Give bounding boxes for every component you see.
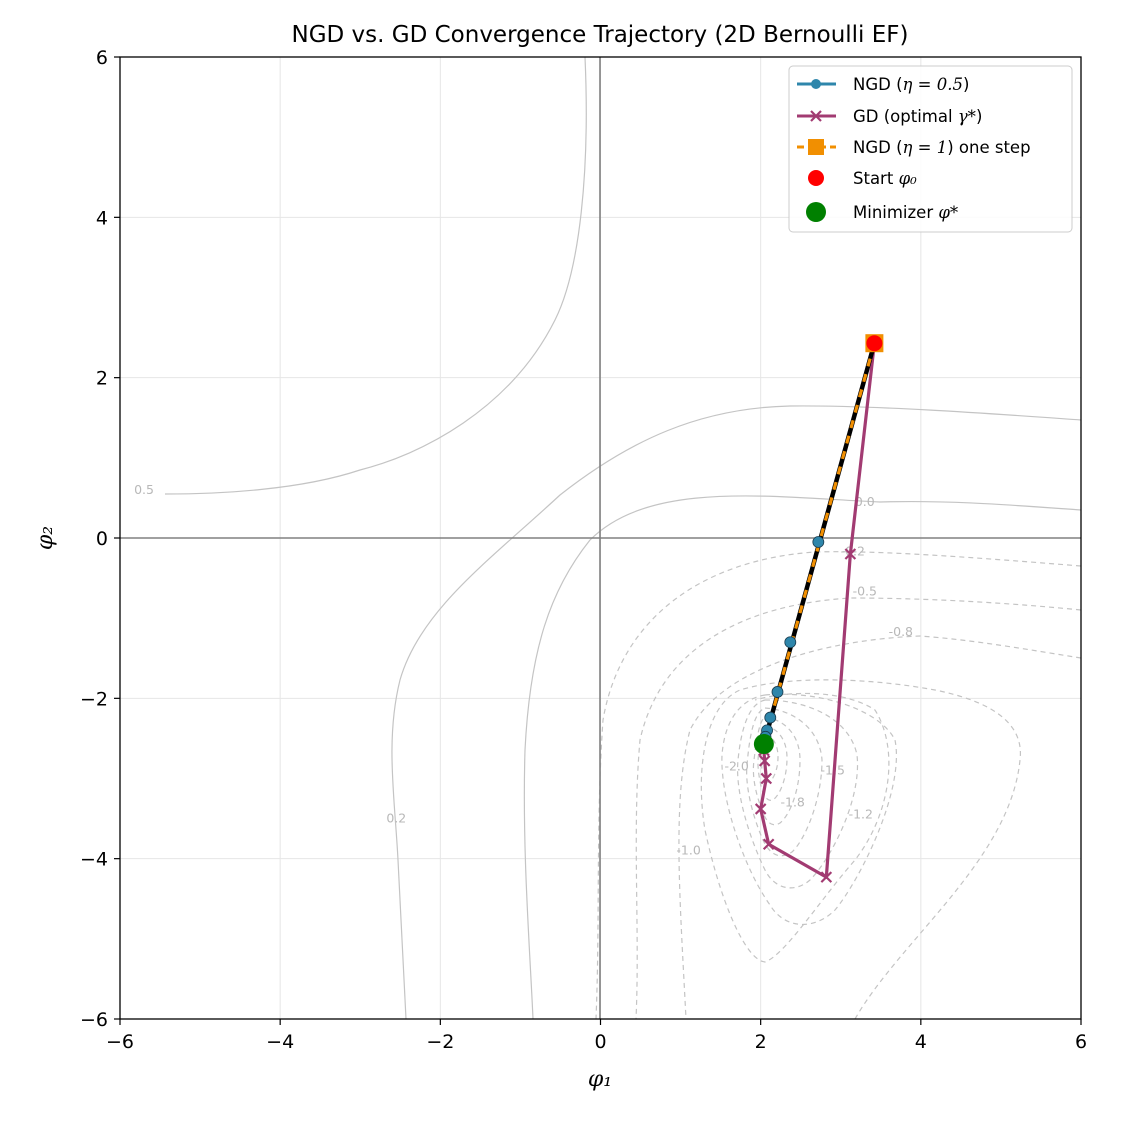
gd-marker: [760, 772, 773, 785]
legend-label-ngd-math: η = 0.5: [903, 75, 963, 94]
contour-label: -1.2: [849, 807, 873, 822]
x-tick-label: 0: [594, 1031, 606, 1053]
legend-item-minimizer: Minimizer φ*: [806, 202, 958, 222]
contour-lines: [164, 57, 1081, 1019]
legend-label-ngd-tail: ): [963, 75, 969, 94]
contour-line: [721, 693, 897, 925]
legend-label-gd-math: γ*: [958, 107, 976, 126]
legend-marker-start: [808, 170, 824, 186]
y-tick-label: −6: [80, 1009, 108, 1031]
contour-label: -0.8: [889, 624, 913, 639]
legend-label-start-main: Start: [853, 169, 899, 188]
legend-marker-minimizer: [806, 202, 826, 222]
ngd-marker: [784, 636, 797, 649]
contour-line: [700, 679, 1021, 1019]
y-tick-label: 4: [96, 207, 108, 229]
contour-line: [523, 495, 1081, 1019]
series-layer: [753, 334, 884, 883]
legend-label-gd-main: GD (optimal: [853, 107, 958, 126]
x-tick-label: −4: [266, 1031, 294, 1053]
legend-label-minimizer: Minimizer φ*: [853, 203, 958, 222]
legend-label-ngd1-main: NGD (: [853, 138, 903, 157]
legend-frame: [788, 65, 1073, 233]
x-tick-label: 2: [755, 1031, 767, 1053]
x-tick-label: 4: [915, 1031, 927, 1053]
gd-marker: [758, 755, 771, 767]
gd-marker: [762, 838, 775, 851]
contour-line: [736, 699, 859, 889]
x-axis-label: φ₁: [588, 1067, 612, 1092]
contour-line: [678, 635, 1081, 1019]
y-tick-label: −2: [80, 688, 108, 710]
gd-marker: [820, 871, 833, 883]
legend-item-start: Start φ₀: [808, 169, 917, 188]
contour-label: -2.0: [724, 758, 748, 773]
y-tick-label: 2: [96, 368, 108, 390]
contour-line: [164, 57, 587, 495]
contour-line: [635, 597, 1081, 1019]
contour-label: -1.0: [676, 843, 700, 858]
ngd-marker: [771, 686, 784, 698]
contour-label: 0.5: [134, 482, 154, 497]
legend-marker-ngd-one-step: [808, 139, 824, 155]
legend-label-start-math: φ₀: [899, 169, 918, 188]
start-point: [866, 335, 883, 352]
legend-label-minimizer-math: φ*: [938, 203, 958, 222]
contour-label: -0.5: [853, 584, 877, 599]
legend-label-ngd-one-step: NGD (η = 1) one step: [853, 138, 1031, 157]
legend-label-ngd: NGD (η = 0.5): [853, 75, 969, 94]
contour-label: -1.8: [781, 795, 805, 810]
contour-label: 0.2: [386, 811, 406, 826]
y-tick-label: 6: [96, 47, 108, 69]
contour-line: [752, 716, 801, 826]
x-tick-label: −6: [106, 1031, 134, 1053]
y-tick-label: 0: [96, 528, 108, 550]
contour-line: [391, 405, 1081, 1019]
legend-label-gd-tail: ): [976, 107, 982, 126]
y-tick-label: −4: [80, 849, 108, 871]
contour-line: [595, 551, 1081, 1019]
axis-ticks: −6 −4 −2 0 2 4 6 −6 −4 −2 0 2 4 6: [80, 47, 1087, 1053]
gd-marker: [754, 803, 767, 815]
legend-label-ngd1-tail: ) one step: [947, 138, 1030, 157]
legend-item-ngd-one-step: NGD (η = 1) one step: [797, 138, 1031, 157]
legend-label-gd: GD (optimal γ*): [853, 107, 982, 126]
y-axis-label: φ₂: [33, 526, 58, 550]
legend-item-ngd: NGD (η = 0.5): [797, 75, 969, 94]
legend-label-start: Start φ₀: [853, 169, 917, 188]
contour-label: 0.0: [855, 494, 875, 509]
legend-label-ngd1-math: η = 1: [903, 138, 948, 157]
gd-marker: [844, 548, 857, 560]
x-tick-label: 6: [1075, 1031, 1087, 1053]
legend: NGD (η = 0.5) GD (optimal γ*) NGD (η = 1…: [788, 65, 1073, 233]
legend-marker-ngd: [811, 79, 821, 89]
legend-marker-gd: [810, 110, 822, 122]
ngd-one-step-line: [762, 342, 876, 745]
legend-label-ngd-main: NGD (: [853, 75, 903, 94]
chart-title: NGD vs. GD Convergence Trajectory (2D Be…: [292, 22, 909, 48]
ngd-marker: [812, 536, 825, 548]
x-tick-label: −2: [426, 1031, 454, 1053]
ngd-marker: [764, 711, 777, 724]
minimizer-point: [753, 734, 774, 755]
legend-item-gd: GD (optimal γ*): [797, 107, 982, 126]
legend-label-minimizer-main: Minimizer: [853, 203, 938, 222]
